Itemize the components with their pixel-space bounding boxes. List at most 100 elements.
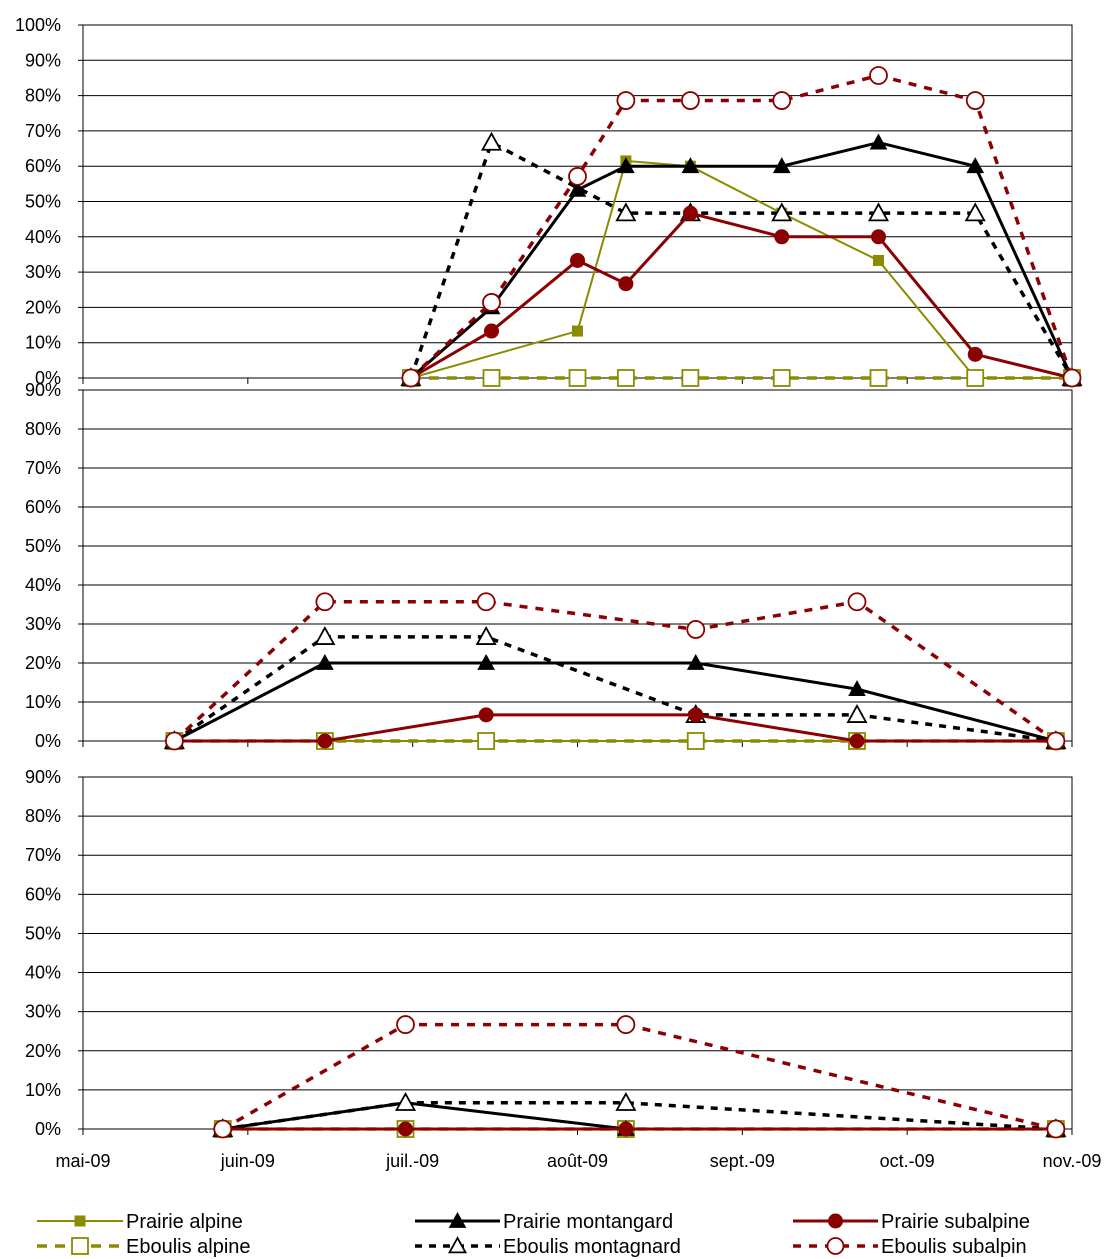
data-point	[477, 653, 495, 670]
series-prairie-subalpine	[403, 205, 1080, 386]
data-point	[965, 91, 985, 110]
series-line	[173, 600, 1057, 743]
data-point	[616, 91, 636, 110]
legend-item-eboulis-montagnard: Eboulis montagnard	[415, 1236, 681, 1258]
series-prairie-montangard	[402, 133, 1081, 385]
chart-panels: 0% 10% 20% 30% 40% 50% 60% 70% 80% 90% 100% 0% 10% 20…	[15, 15, 1083, 1139]
data-point	[618, 276, 634, 292]
y-tick-label: 80%	[25, 419, 61, 439]
y-tick-label: 20%	[25, 653, 61, 673]
y-tick-label: 20%	[25, 1041, 61, 1061]
y-tick-label: 30%	[25, 262, 61, 282]
y-tick-label: 40%	[25, 575, 61, 595]
x-tick-label: mai-09	[55, 1151, 110, 1171]
panel-1: 0% 10% 20% 30% 40% 50% 60% 70% 80% 90% 100%	[15, 15, 1083, 388]
data-point	[771, 202, 793, 222]
data-point	[477, 732, 496, 750]
series-line	[173, 635, 1057, 743]
legend-label: Prairie alpine	[126, 1211, 243, 1233]
data-point	[869, 133, 888, 150]
data-point	[1062, 368, 1082, 388]
panel-2: 0% 10% 20% 30% 40% 50% 60% 70% 80% 90%	[25, 380, 1073, 751]
x-tick-label: sept.-09	[710, 1151, 775, 1171]
x-tick-label: juin-09	[220, 1151, 275, 1171]
y-tick-label: 0%	[35, 731, 61, 751]
data-point	[873, 254, 884, 266]
data-point	[394, 1091, 417, 1111]
data-point	[482, 369, 501, 387]
data-point	[570, 252, 585, 268]
data-point	[164, 731, 184, 751]
data-point	[568, 369, 587, 387]
data-point	[398, 1121, 413, 1137]
y-tick-label: 30%	[25, 1002, 61, 1022]
x-tick-label: juil.-09	[385, 1151, 439, 1171]
data-point	[774, 229, 790, 245]
data-point	[688, 707, 704, 723]
legend-label: Prairie montangard	[503, 1211, 673, 1233]
data-point	[846, 704, 868, 723]
y-tick-label: 70%	[25, 458, 61, 478]
data-point	[1046, 731, 1066, 751]
y-tick-label: 50%	[25, 192, 61, 212]
y-tick-label: 0%	[35, 1119, 61, 1139]
legend-marker	[448, 1211, 467, 1228]
series-eboulis-montagnard	[163, 626, 1067, 750]
y-tick-label: 70%	[25, 845, 61, 865]
y-tick-label: 90%	[25, 50, 61, 70]
data-point	[396, 1015, 415, 1034]
series-line	[410, 159, 1072, 379]
data-point	[476, 592, 496, 612]
data-point	[482, 293, 501, 312]
data-point	[316, 653, 334, 670]
y-tick-label: 20%	[25, 297, 61, 317]
data-point	[616, 369, 635, 387]
legend-item-prairie-montangard: Prairie montangard	[415, 1211, 673, 1233]
series-line	[222, 1101, 1056, 1131]
legend-marker	[71, 1237, 89, 1255]
data-point	[871, 229, 886, 245]
data-point	[615, 1091, 637, 1111]
series-eboulis-subalpin	[213, 1015, 1066, 1139]
data-point	[686, 620, 706, 639]
y-tick-label: 10%	[25, 333, 61, 353]
y-tick-label: 50%	[25, 536, 61, 556]
x-tick-label: oct.-09	[880, 1151, 935, 1171]
data-point	[317, 733, 333, 749]
data-point	[615, 202, 637, 222]
y-tick-label: 0%	[35, 368, 61, 388]
y-tick-label: 50%	[25, 923, 61, 943]
y-tick-label: 60%	[25, 884, 61, 904]
legend-marker	[447, 1236, 468, 1254]
data-point	[686, 653, 705, 670]
data-point	[772, 157, 791, 174]
data-point	[772, 369, 791, 387]
legend-marker	[74, 1215, 86, 1227]
data-point	[1046, 1119, 1066, 1139]
data-point	[616, 1015, 636, 1034]
data-point	[966, 157, 985, 174]
series-eboulis-subalpin	[164, 592, 1066, 751]
x-tick-label: août-09	[547, 1151, 608, 1171]
x-axis: mai-09 juin-09 juil.-09 août-09 sept.-09 oct.…	[55, 1151, 1101, 1171]
legend-item-prairie-alpine: Prairie alpine	[37, 1211, 243, 1233]
series-eboulis-subalpin	[401, 66, 1082, 388]
data-point	[681, 369, 700, 387]
data-point	[618, 1121, 634, 1137]
data-point	[568, 167, 587, 186]
y-tick-label: 40%	[25, 963, 61, 983]
data-point	[686, 732, 705, 750]
data-point	[401, 368, 421, 388]
legend-marker	[826, 1237, 845, 1255]
data-point	[478, 707, 494, 723]
legend-label: Eboulis alpine	[126, 1236, 251, 1258]
data-point	[475, 626, 497, 645]
y-tick-label: 80%	[25, 806, 61, 826]
legend: Prairie alpine Prairie montangard Prairie …	[37, 1211, 1030, 1258]
y-tick-label: 100%	[15, 15, 61, 35]
data-point	[213, 1119, 233, 1139]
legend-label: Prairie subalpine	[881, 1211, 1030, 1233]
plot-area-border	[82, 776, 1073, 1130]
y-tick-label: 10%	[25, 692, 61, 712]
